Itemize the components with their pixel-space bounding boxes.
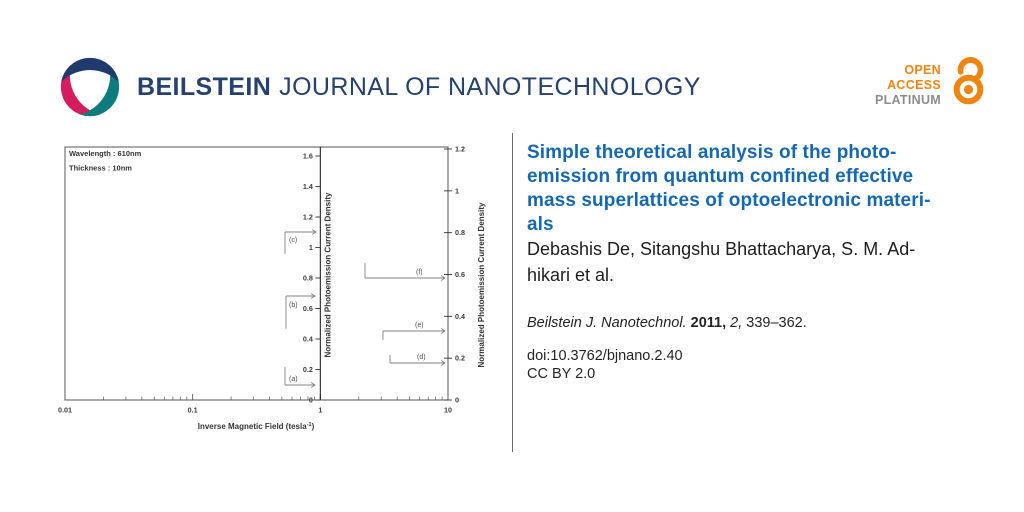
citation-volume: 2, [730,315,743,331]
right-y-tick-label: 0 [455,396,459,405]
callout-arrowhead-icon [440,275,446,281]
badge-access-label: ACCESS [887,78,941,92]
citation-journal: Beilstein J. Nanotechnol. [527,315,687,331]
x-axis-title: Inverse Magnetic Field (tesla-1) [198,422,315,431]
curve-callouts [284,229,446,388]
beilstein-swirl-logo-icon [60,57,120,117]
x-tick-label: 0.1 [188,406,198,415]
magneto-oscillation-plot: 0.01 0.1 1 1000.20.40.60.811.21.41.600.20.4… [40,135,486,431]
right-y-tick-label: 0.2 [455,354,465,363]
authors-line: hikari et al. [527,264,615,285]
title-line: als [527,214,554,235]
vertical-divider [512,133,513,452]
left-y-tick-label: 0 [309,396,313,405]
citation-year: 2011, [690,315,727,331]
right-y-axis-title: Normalized Photoemission Current Density [477,202,486,367]
badge-open-label: OPEN [904,63,941,77]
callout-label: (c) [289,237,297,244]
left-y-axis-title: Normalized Photoemission Current Density [324,192,333,357]
title-line: Simple theoretical analysis of the photo… [527,142,897,163]
callout-label: (a) [289,376,298,383]
left-y-tick-label: 0.6 [303,304,313,313]
callout-label: (d) [417,354,426,361]
journal-wordmark: BEILSTEIN JOURNAL OF NANOTECHNOLOGY [137,73,701,102]
open-access-badge-text: OPEN ACCESS PLATINUM [875,63,941,108]
plot-border [64,146,449,401]
left-y-tick-label: 0.8 [303,274,313,283]
right-y-tick-label: 1 [455,186,459,195]
left-y-tick-label: 1 [309,243,313,252]
brand-name: BEILSTEIN [137,72,272,101]
left-y-tick-label: 1.4 [303,182,313,191]
badge-platinum-label: PLATINUM [874,93,941,107]
title-line: mass superlattices of optoelectronic mat… [527,190,931,211]
callout-arrowhead-icon [310,293,316,299]
callout-label: (b) [289,302,298,309]
left-y-tick-label: 0.2 [303,365,313,374]
right-y-tick-label: 1.2 [455,145,465,154]
left-y-tick-label: 1.6 [303,152,313,161]
doi-text: doi:10.3762/bjnano.2.40 [527,348,683,364]
x-tick-label: 1 [318,406,322,415]
license-text: CC BY 2.0 [527,366,596,382]
title-line: emission from quantum confined effective [527,166,914,187]
callout-arrowhead-icon [310,382,316,388]
open-access-lock-icon [953,57,984,105]
annotation-thickness: Thickness : 10nm [69,164,132,173]
right-y-tick-label: 0.4 [455,312,465,321]
article-info: Simple theoretical analysis of the photo… [527,141,1005,383]
citation-pages: 339–362. [746,315,807,331]
open-access-badge: OPEN ACCESS PLATINUM [875,56,990,108]
callout-label: (f) [416,269,423,276]
citation-line: Beilstein J. Nanotechnol. 2011, 2, 339–3… [527,314,1005,332]
article-title: Simple theoretical analysis of the photo… [527,141,1005,237]
right-y-tick-label: 0.6 [455,270,465,279]
figure-chart: 0.01 0.1 1 10 0 0.2 0.4 0.6 0.8 1 1.2 1.4 1.6 0 0.2 0.4… [40,135,510,445]
authors-line: Debashis De, Sitangshu Bhattacharya, S. … [527,239,916,259]
left-y-tick-label: 1.2 [303,213,313,222]
article-authors: Debashis De, Sitangshu Bhattacharya, S. … [527,237,1005,288]
x-tick-label: 0.01 [58,406,72,415]
callout-label: (e) [415,322,424,329]
x-tick-label: 10 [444,406,452,415]
callout-arrowhead-icon [440,328,446,334]
callout-arrowhead-icon [311,229,317,235]
left-y-tick-label: 0.4 [303,335,313,344]
callout-arrowhead-icon [440,360,446,366]
annotation-wavelength: Wavelength : 610nm [69,149,142,158]
journal-name: JOURNAL OF NANOTECHNOLOGY [279,72,701,101]
right-y-tick-label: 0.8 [455,228,465,237]
journal-header: BEILSTEIN JOURNAL OF NANOTECHNOLOGY [56,53,701,121]
